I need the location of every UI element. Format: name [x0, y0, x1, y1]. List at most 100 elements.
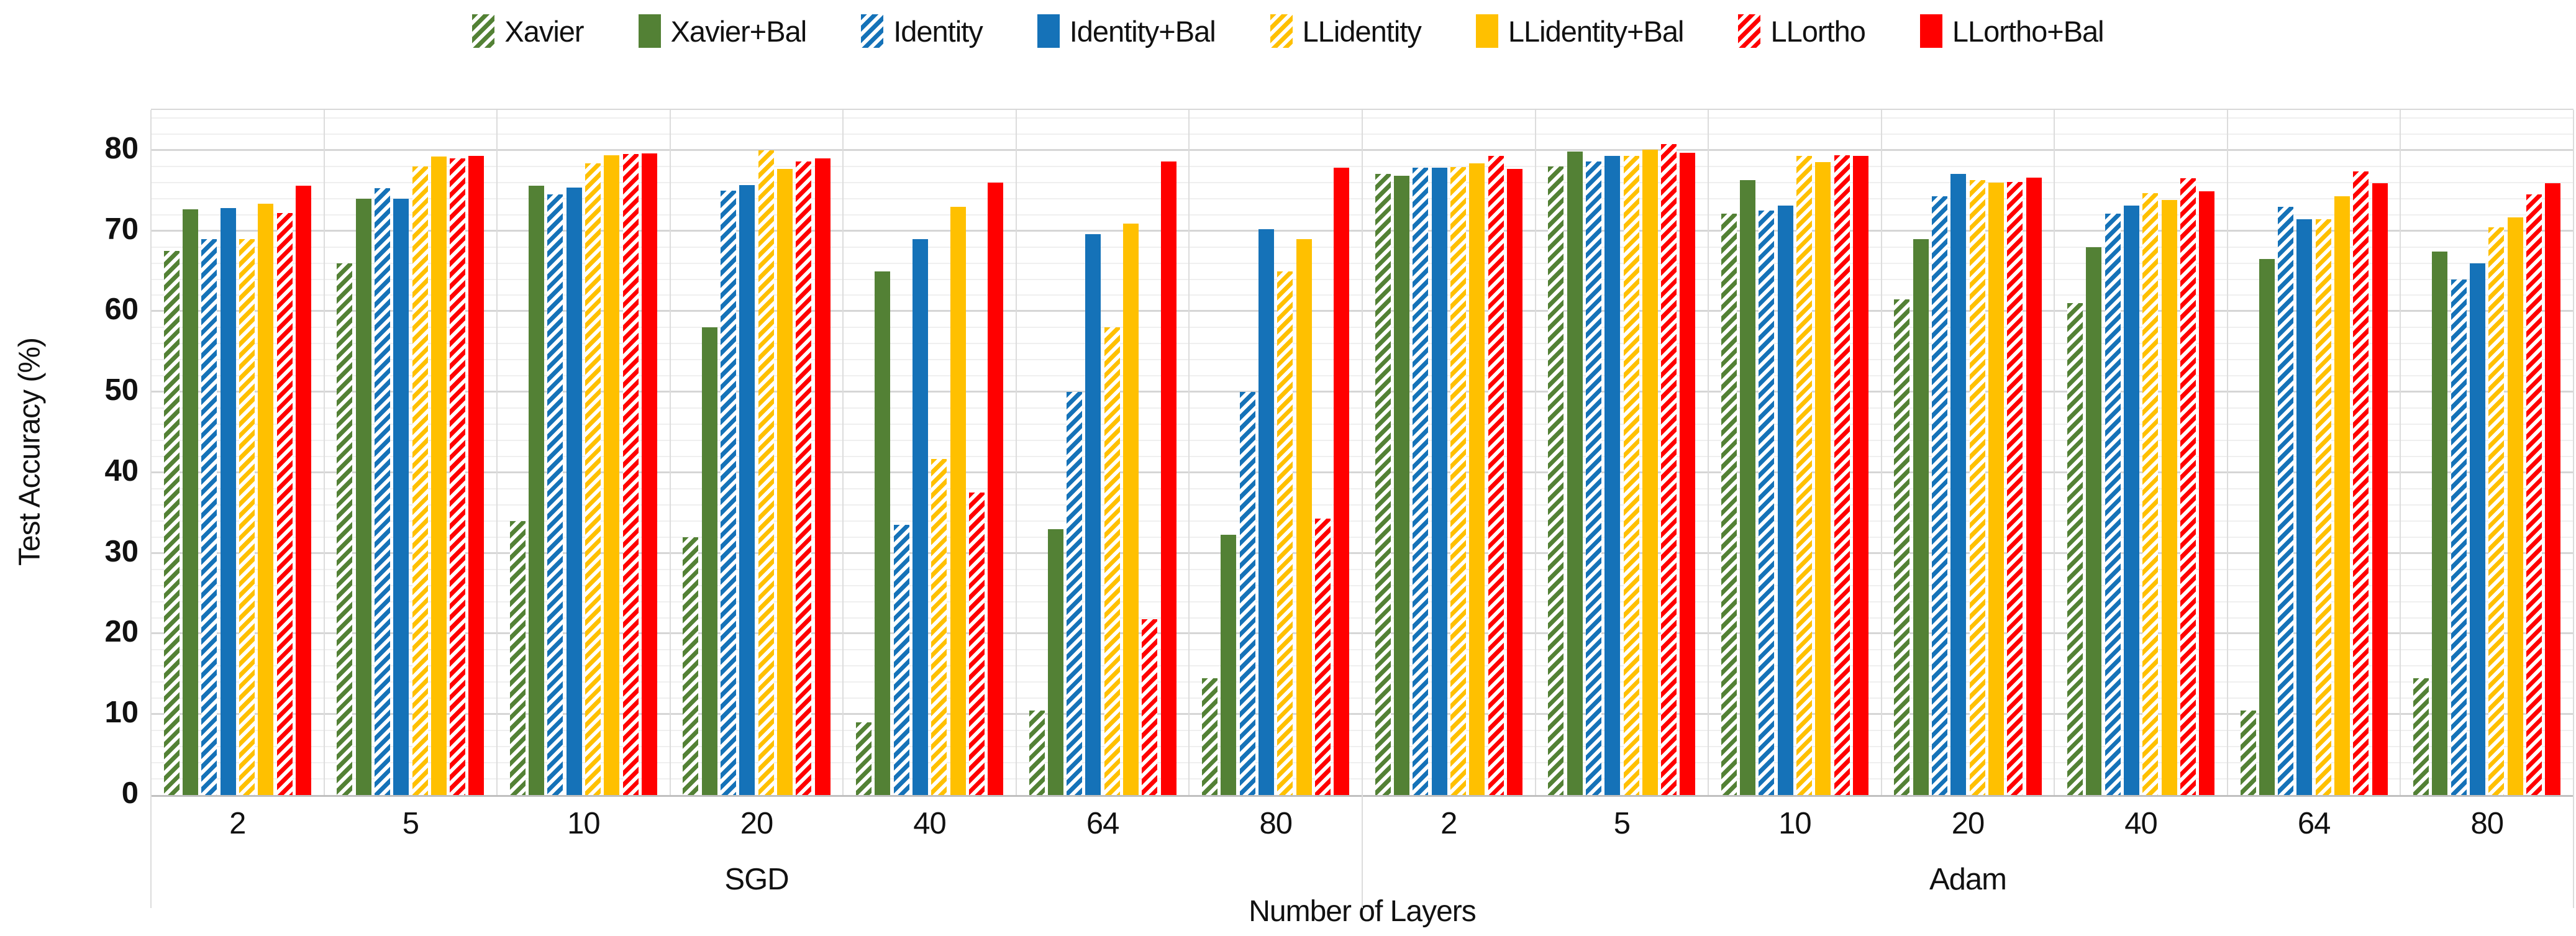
group-separator	[2400, 110, 2401, 795]
bar-adam-80-identity-bal	[2470, 263, 2486, 795]
bar-sgd-80-llidentity	[1277, 271, 1293, 795]
bar-sgd-2-xavier	[163, 251, 180, 795]
group-separator	[1015, 110, 1017, 795]
legend-item-xavier-bal: Xavier+Bal	[638, 14, 807, 48]
category-label: 5	[1613, 807, 1631, 840]
y-tick-label: 20	[104, 615, 139, 649]
bar-adam-64-identity-bal	[2296, 219, 2313, 795]
group-separator	[496, 110, 498, 795]
bar-sgd-64-llidentity-bal	[1123, 223, 1139, 795]
category-label: 2	[229, 807, 246, 840]
category-label: 64	[2297, 807, 2331, 840]
group-separator	[1880, 110, 1882, 795]
bar-sgd-80-identity	[1239, 392, 1255, 795]
legend-item-llortho: LLortho	[1738, 14, 1866, 48]
bar-adam-5-identity-bal	[1604, 155, 1621, 795]
legend-label: Xavier	[504, 14, 584, 48]
bar-adam-64-llidentity-bal	[2334, 196, 2351, 795]
bar-sgd-64-xavier	[1029, 710, 1045, 795]
legend-label: LLidentity+Bal	[1508, 14, 1685, 48]
bar-sgd-80-identity-bal	[1258, 229, 1275, 795]
category-label: 10	[1778, 807, 1812, 840]
bar-sgd-2-identity	[201, 239, 217, 795]
group-separator	[1534, 110, 1536, 795]
legend-swatch-solid	[1475, 14, 1498, 48]
bar-sgd-10-llidentity-bal	[604, 155, 620, 795]
bar-adam-20-xavier-bal	[1913, 239, 1929, 795]
bar-adam-2-xavier-bal	[1394, 176, 1410, 795]
bar-sgd-2-llortho-bal	[295, 185, 311, 795]
bar-adam-10-identity	[1759, 211, 1775, 795]
plot-area	[150, 109, 2574, 797]
group-separator	[1188, 110, 1190, 795]
bar-sgd-40-llidentity	[931, 458, 947, 795]
bar-sgd-80-llortho	[1314, 518, 1331, 795]
legend-label: LLortho	[1770, 14, 1865, 48]
bar-sgd-10-identity	[547, 194, 563, 795]
group-separator	[2226, 110, 2228, 795]
legend-label: LLidentity	[1302, 14, 1422, 48]
legend-swatch-hatched	[472, 14, 495, 48]
legend-item-xavier: Xavier	[472, 14, 585, 48]
bar-adam-40-identity	[2105, 214, 2121, 795]
bar-adam-2-identity	[1413, 168, 1429, 795]
bar-adam-64-xavier	[2240, 710, 2256, 795]
legend-label: Identity+Bal	[1069, 14, 1216, 48]
plot-right-border	[2573, 110, 2574, 795]
bar-adam-20-identity	[1932, 196, 1948, 795]
legend-item-identity: Identity	[861, 14, 983, 48]
bar-adam-10-llortho-bal	[1852, 155, 1868, 795]
bar-adam-2-llortho-bal	[1506, 168, 1522, 795]
bar-adam-40-llortho-bal	[2199, 191, 2215, 795]
bar-adam-20-xavier	[1894, 299, 1910, 795]
bar-sgd-20-identity	[721, 190, 737, 795]
bar-adam-40-xavier-bal	[2086, 247, 2102, 795]
category-label: 80	[2470, 807, 2504, 840]
bar-adam-2-llidentity	[1450, 167, 1466, 795]
bar-adam-2-llortho	[1488, 155, 1504, 795]
bar-adam-10-llidentity-bal	[1815, 162, 1831, 795]
y-tick-label: 30	[104, 534, 139, 568]
bar-adam-5-llortho	[1661, 143, 1677, 795]
bar-sgd-5-identity	[374, 188, 390, 795]
bar-adam-20-llortho	[2007, 181, 2023, 795]
bar-sgd-10-llortho	[622, 154, 639, 795]
bar-sgd-2-identity-bal	[220, 208, 236, 795]
plot-left-border	[150, 110, 152, 795]
bar-adam-80-xavier	[2413, 678, 2429, 795]
bar-sgd-40-llidentity-bal	[950, 206, 966, 795]
bar-adam-2-xavier	[1375, 173, 1391, 795]
category-label: 40	[2124, 807, 2158, 840]
group-separator	[669, 110, 671, 795]
bar-sgd-80-llortho-bal	[1334, 168, 1350, 795]
legend-swatch-solid	[1037, 14, 1060, 48]
bar-adam-40-llortho	[2180, 178, 2196, 795]
bar-adam-5-llortho-bal	[1680, 152, 1696, 795]
bar-sgd-64-xavier-bal	[1047, 529, 1063, 795]
legend-label: Identity	[893, 14, 983, 48]
legend-item-identity-bal: Identity+Bal	[1037, 14, 1216, 48]
category-label: 80	[1259, 807, 1293, 840]
bar-sgd-80-xavier-bal	[1221, 534, 1237, 795]
axis-separator	[2573, 794, 2574, 908]
group-separator	[2054, 110, 2055, 795]
bar-adam-20-llidentity	[1969, 179, 1985, 795]
bar-adam-64-llortho-bal	[2372, 183, 2388, 795]
bar-sgd-5-llortho-bal	[468, 155, 485, 795]
bar-sgd-40-xavier	[856, 722, 872, 795]
bar-sgd-2-llidentity	[239, 239, 255, 795]
bar-adam-80-xavier-bal	[2432, 252, 2448, 795]
bar-sgd-10-llortho-bal	[641, 153, 657, 795]
bar-sgd-5-identity-bal	[393, 198, 409, 795]
bar-adam-80-llidentity	[2488, 227, 2505, 795]
bar-sgd-5-xavier	[337, 263, 353, 795]
bar-sgd-2-llortho	[276, 213, 293, 795]
bar-sgd-64-llidentity	[1104, 327, 1120, 795]
axis-separator	[150, 794, 152, 908]
legend-swatch-solid	[638, 14, 661, 48]
bar-sgd-64-identity	[1067, 392, 1083, 795]
group-separator	[1362, 110, 1363, 795]
bar-sgd-10-xavier-bal	[529, 185, 545, 795]
bar-adam-10-llortho	[1834, 155, 1850, 795]
